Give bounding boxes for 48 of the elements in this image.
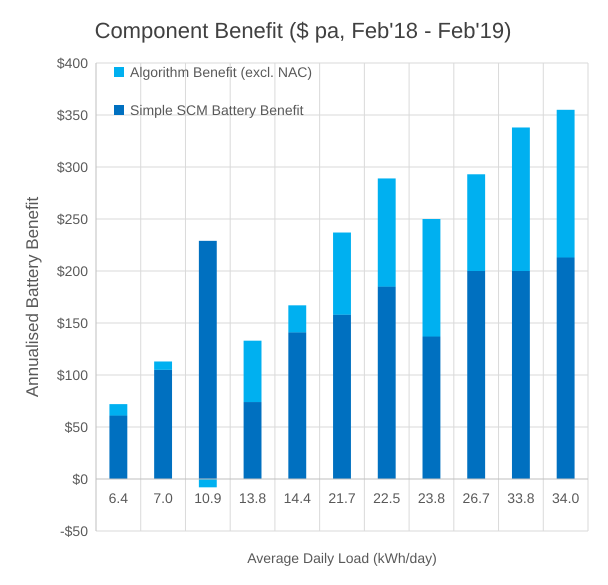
y-tick-label: $300 bbox=[56, 158, 88, 175]
x-tick-label: 26.7 bbox=[462, 490, 490, 506]
x-tick-label: 23.8 bbox=[418, 490, 446, 506]
bar bbox=[244, 402, 262, 479]
chart-title: Component Benefit ($ pa, Feb'18 - Feb'19) bbox=[94, 18, 512, 43]
y-tick-label: $100 bbox=[56, 366, 88, 383]
bar bbox=[109, 416, 128, 479]
x-tick-label: 10.9 bbox=[194, 490, 222, 506]
y-tick-label: $50 bbox=[64, 418, 88, 435]
x-tick-label: 34.0 bbox=[552, 490, 580, 506]
bar bbox=[556, 257, 575, 479]
bar bbox=[244, 340, 262, 402]
bar bbox=[556, 110, 575, 258]
x-tick-label: 13.8 bbox=[238, 490, 266, 506]
y-tick-label: -$50 bbox=[60, 522, 88, 539]
bar bbox=[333, 232, 351, 315]
bar bbox=[198, 240, 217, 479]
bar bbox=[378, 286, 396, 479]
y-tick-label: $250 bbox=[56, 210, 88, 227]
y-tick-label: $400 bbox=[56, 54, 88, 71]
y-tick-label: $200 bbox=[56, 262, 88, 279]
x-tick-label: 22.5 bbox=[373, 490, 401, 506]
bar bbox=[422, 336, 440, 479]
x-tick-label: 14.4 bbox=[284, 490, 312, 506]
bar bbox=[288, 332, 306, 479]
bar bbox=[198, 479, 217, 488]
y-tick-label: $0 bbox=[72, 470, 88, 487]
bar bbox=[154, 361, 172, 370]
x-tick-label: 33.8 bbox=[507, 490, 535, 506]
x-tick-label: 7.0 bbox=[153, 490, 174, 506]
bar bbox=[154, 370, 172, 479]
y-tick-label: $150 bbox=[56, 314, 88, 331]
y-axis-title: Annualised Battery Benefit bbox=[23, 196, 42, 398]
x-tick-label: 21.7 bbox=[328, 490, 356, 506]
legend-label: Simple SCM Battery Benefit bbox=[130, 102, 304, 118]
x-tick-label: 6.4 bbox=[108, 490, 128, 506]
bar bbox=[422, 219, 440, 337]
bar bbox=[467, 174, 486, 271]
bar bbox=[467, 271, 486, 479]
bar bbox=[512, 127, 530, 271]
bar bbox=[288, 305, 306, 332]
legend-label: Algorithm Benefit (excl. NAC) bbox=[130, 64, 312, 80]
x-axis-title: Average Daily Load (kWh/day) bbox=[247, 550, 437, 566]
bar bbox=[333, 314, 351, 479]
bar bbox=[512, 271, 530, 479]
bar bbox=[378, 178, 396, 287]
y-tick-label: $350 bbox=[56, 106, 88, 123]
bar bbox=[109, 404, 128, 416]
